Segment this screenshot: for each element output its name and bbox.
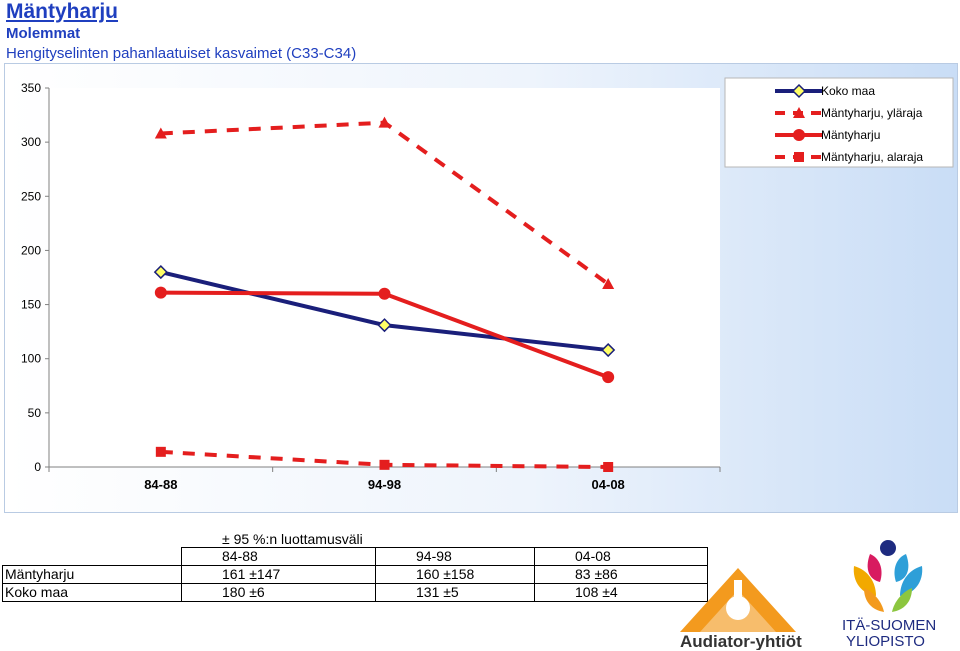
legend-swatch-marker xyxy=(793,107,805,118)
table-header-row: 84-88 94-98 04-08 xyxy=(3,547,708,566)
table-cell: 131 ±5 xyxy=(375,583,535,602)
data-point xyxy=(379,459,390,470)
legend-swatch-marker xyxy=(793,129,805,141)
data-point xyxy=(601,342,616,358)
table-header-cell: 84-88 xyxy=(181,547,376,566)
table-corner-cell xyxy=(3,548,182,566)
data-point xyxy=(602,371,615,384)
legend-swatch-marker xyxy=(794,152,804,162)
table-caption: ± 95 %:n luottamusväli xyxy=(222,531,363,547)
x-tick-label: 94-98 xyxy=(368,477,401,492)
legend: Koko maa Mäntyharju, yläraja Mäntyharju Män… xyxy=(724,77,954,168)
uef-flower-icon xyxy=(853,540,923,612)
data-point xyxy=(377,318,392,333)
legend-label: Mäntyharju, yläraja xyxy=(821,106,923,120)
table-cell: 108 ±4 xyxy=(534,583,708,602)
legend-box xyxy=(724,77,954,168)
audiator-wordmark: Audiator-yhtiöt xyxy=(680,632,802,650)
y-tick-label: 0 xyxy=(34,460,41,474)
data-point xyxy=(602,277,615,289)
legend-swatch-marker xyxy=(791,83,807,99)
y-axis-ticks: 0 50 100 150 200 250 300 350 xyxy=(21,81,49,474)
data-point xyxy=(153,265,168,280)
legend-label: Mäntyharju xyxy=(821,128,880,142)
y-tick-label: 50 xyxy=(28,406,42,420)
table-header-cell: 94-98 xyxy=(375,547,535,566)
chart-description: Hengityselinten pahanlaatuiset kasvaimet… xyxy=(6,45,357,62)
table-row-label: Koko maa xyxy=(2,583,182,602)
plot-area xyxy=(49,88,720,467)
uef-wordmark-line2: YLIOPISTO xyxy=(846,633,925,648)
uef-wordmark-line1: ITÄ-SUOMEN xyxy=(842,617,936,634)
legend-label: Mäntyharju, alaraja xyxy=(821,150,923,164)
series-layer xyxy=(153,116,616,472)
data-point xyxy=(378,287,391,300)
confidence-interval-table: 84-88 94-98 04-08 Mäntyharju 161 ±147 16… xyxy=(2,547,708,602)
table-cell: 160 ±158 xyxy=(375,565,535,584)
y-tick-label: 350 xyxy=(21,81,41,95)
page-title: Mäntyharju xyxy=(6,0,119,23)
legend-label: Koko maa xyxy=(821,84,875,98)
line-chart: 0 50 100 150 200 250 300 350 84-88 94-98 04-08 Ko… xyxy=(21,77,954,492)
chart-panel: 0 50 100 150 200 250 300 350 84-88 94-98 04-08 Ko… xyxy=(4,63,958,513)
table-cell: 180 ±6 xyxy=(181,583,376,602)
uef-logo: ITÄ-SUOMEN YLIOPISTO xyxy=(842,540,936,648)
y-tick-label: 100 xyxy=(21,352,41,366)
data-point xyxy=(603,462,614,472)
data-point xyxy=(378,116,391,128)
table-row: Koko maa 180 ±6 131 ±5 108 ±4 xyxy=(2,583,708,602)
y-tick-label: 300 xyxy=(21,135,41,149)
audiator-logo: Audiator-yhtiöt xyxy=(680,568,802,650)
data-point xyxy=(155,446,166,457)
y-tick-label: 250 xyxy=(21,189,41,203)
page-subtitle: Molemmat xyxy=(6,25,81,42)
data-point xyxy=(154,127,167,139)
x-tick-label: 84-88 xyxy=(144,477,177,492)
data-point xyxy=(154,286,167,299)
x-axis-ticks: 84-88 94-98 04-08 xyxy=(48,467,721,492)
table-cell: 161 ±147 xyxy=(181,565,376,584)
table-row-label: Mäntyharju xyxy=(2,565,182,584)
y-tick-label: 150 xyxy=(21,298,41,312)
audiator-stem xyxy=(734,580,742,610)
y-tick-label: 200 xyxy=(21,243,41,257)
x-tick-label: 04-08 xyxy=(592,477,625,492)
table-row: Mäntyharju 161 ±147 160 ±158 83 ±86 xyxy=(2,565,708,584)
